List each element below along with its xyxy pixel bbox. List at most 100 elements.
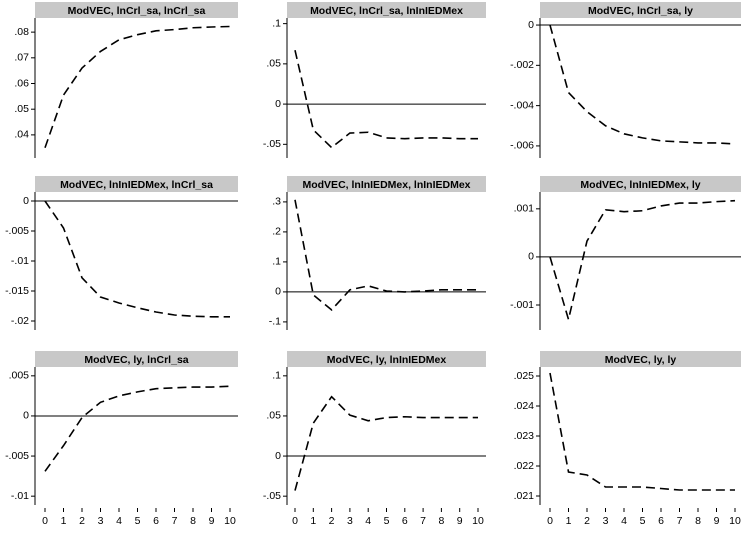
y-tick-label: .08 bbox=[14, 26, 29, 38]
y-tick-label: .1 bbox=[272, 256, 281, 268]
y-tick-label: .05 bbox=[14, 103, 29, 115]
panel-title: ModVEC, lnCrl_sa, lnInIEDMex bbox=[310, 5, 463, 17]
panel-title: ModVEC, ly, lnInIEDMex bbox=[327, 354, 447, 366]
y-tick-label: .05 bbox=[266, 58, 281, 70]
title-bar bbox=[287, 2, 486, 18]
y-tick-label: .005 bbox=[9, 370, 30, 382]
x-tick-label: 10 bbox=[729, 515, 741, 527]
irf-line bbox=[549, 372, 735, 491]
x-tick-label: 5 bbox=[135, 515, 141, 527]
title-bar bbox=[540, 2, 741, 18]
y-tick-label: 0 bbox=[23, 195, 29, 207]
panel-title: ModVEC, lnCrl_sa, lnCrl_sa bbox=[68, 5, 206, 17]
x-tick-label: 1 bbox=[310, 515, 316, 527]
y-tick-label: -.05 bbox=[263, 490, 281, 502]
x-tick-label: 8 bbox=[190, 515, 196, 527]
y-tick-label: -.02 bbox=[11, 315, 29, 327]
panel-title: ModVEC, lnInIEDMex, ly bbox=[580, 179, 700, 191]
irf-line bbox=[44, 25, 231, 148]
y-tick-label: .021 bbox=[514, 490, 535, 502]
panel-title: ModVEC, ly, ly bbox=[605, 354, 677, 366]
y-tick-label: .3 bbox=[272, 196, 281, 208]
y-tick-label: -.002 bbox=[510, 59, 534, 71]
y-tick-label: -.1 bbox=[269, 316, 281, 328]
y-tick-label: 0 bbox=[275, 98, 281, 110]
irf-line bbox=[44, 200, 230, 318]
y-tick-label: .001 bbox=[514, 203, 535, 215]
title-bar bbox=[287, 176, 486, 192]
y-tick-label: 0 bbox=[23, 410, 29, 422]
y-tick-label: -.01 bbox=[11, 255, 29, 267]
x-tick-label: 7 bbox=[420, 515, 426, 527]
x-tick-label: 5 bbox=[384, 515, 390, 527]
x-tick-label: 9 bbox=[714, 515, 720, 527]
x-tick-label: 0 bbox=[292, 515, 298, 527]
y-tick-label: .1 bbox=[272, 17, 281, 29]
y-tick-label: 0 bbox=[528, 19, 534, 31]
y-tick-label: -.005 bbox=[5, 450, 29, 462]
y-tick-label: .06 bbox=[14, 77, 29, 89]
x-tick-label: 7 bbox=[677, 515, 683, 527]
x-tick-label: 2 bbox=[329, 515, 335, 527]
y-tick-label: .2 bbox=[272, 226, 281, 238]
x-tick-label: 0 bbox=[547, 515, 553, 527]
x-tick-label: 10 bbox=[224, 515, 236, 527]
title-bar bbox=[287, 351, 486, 367]
y-tick-label: .1 bbox=[272, 370, 281, 382]
x-tick-label: 4 bbox=[621, 515, 627, 527]
x-tick-label: 7 bbox=[172, 515, 178, 527]
y-tick-label: -.01 bbox=[11, 490, 29, 502]
y-tick-label: -.05 bbox=[263, 138, 281, 150]
panel-title: ModVEC, lnInIEDMex, lnInIEDMex bbox=[302, 179, 470, 191]
y-tick-label: -.015 bbox=[5, 285, 29, 297]
y-tick-label: 0 bbox=[275, 286, 281, 298]
x-tick-label: 1 bbox=[61, 515, 67, 527]
x-tick-label: 6 bbox=[153, 515, 159, 527]
x-tick-label: 10 bbox=[472, 515, 484, 527]
title-bar bbox=[540, 351, 741, 367]
x-tick-label: 0 bbox=[42, 515, 48, 527]
x-tick-label: 3 bbox=[347, 515, 353, 527]
x-tick-label: 9 bbox=[457, 515, 463, 527]
y-tick-label: 0 bbox=[528, 251, 534, 263]
x-tick-label: 4 bbox=[365, 515, 371, 527]
y-tick-label: 0 bbox=[275, 450, 281, 462]
x-tick-label: 6 bbox=[658, 515, 664, 527]
irf-line bbox=[549, 24, 736, 145]
y-tick-label: .04 bbox=[14, 129, 29, 141]
irf-line bbox=[44, 385, 231, 472]
y-tick-label: .07 bbox=[14, 52, 29, 64]
title-bar bbox=[35, 176, 238, 192]
x-tick-label: 8 bbox=[695, 515, 701, 527]
y-tick-label: .024 bbox=[514, 400, 535, 412]
x-tick-label: 8 bbox=[438, 515, 444, 527]
x-tick-label: 2 bbox=[584, 515, 590, 527]
panel-title: ModVEC, lnCrl_sa, ly bbox=[588, 5, 693, 17]
title-bar bbox=[35, 351, 238, 367]
x-tick-label: 6 bbox=[402, 515, 408, 527]
x-tick-label: 9 bbox=[209, 515, 215, 527]
x-tick-label: 3 bbox=[98, 515, 104, 527]
irf-line bbox=[294, 199, 478, 312]
panel-title: ModVEC, ly, lnCrl_sa bbox=[84, 354, 188, 366]
y-tick-label: -.004 bbox=[510, 99, 534, 111]
y-tick-label: -.001 bbox=[510, 299, 534, 311]
y-tick-label: -.006 bbox=[510, 140, 534, 152]
y-tick-label: .025 bbox=[514, 370, 535, 382]
title-bar bbox=[540, 176, 741, 192]
y-tick-label: .05 bbox=[266, 410, 281, 422]
irf-line bbox=[294, 395, 478, 491]
panel-title: ModVEC, lnInIEDMex, lnCrl_sa bbox=[60, 179, 213, 191]
title-bar bbox=[35, 2, 238, 18]
x-tick-label: 1 bbox=[566, 515, 572, 527]
x-tick-label: 3 bbox=[603, 515, 609, 527]
y-tick-label: -.005 bbox=[5, 225, 29, 237]
x-tick-label: 2 bbox=[79, 515, 85, 527]
x-tick-label: 4 bbox=[116, 515, 122, 527]
x-tick-label: 5 bbox=[640, 515, 646, 527]
y-tick-label: .022 bbox=[514, 460, 535, 472]
y-tick-label: .023 bbox=[514, 430, 535, 442]
irf-line bbox=[294, 50, 478, 149]
